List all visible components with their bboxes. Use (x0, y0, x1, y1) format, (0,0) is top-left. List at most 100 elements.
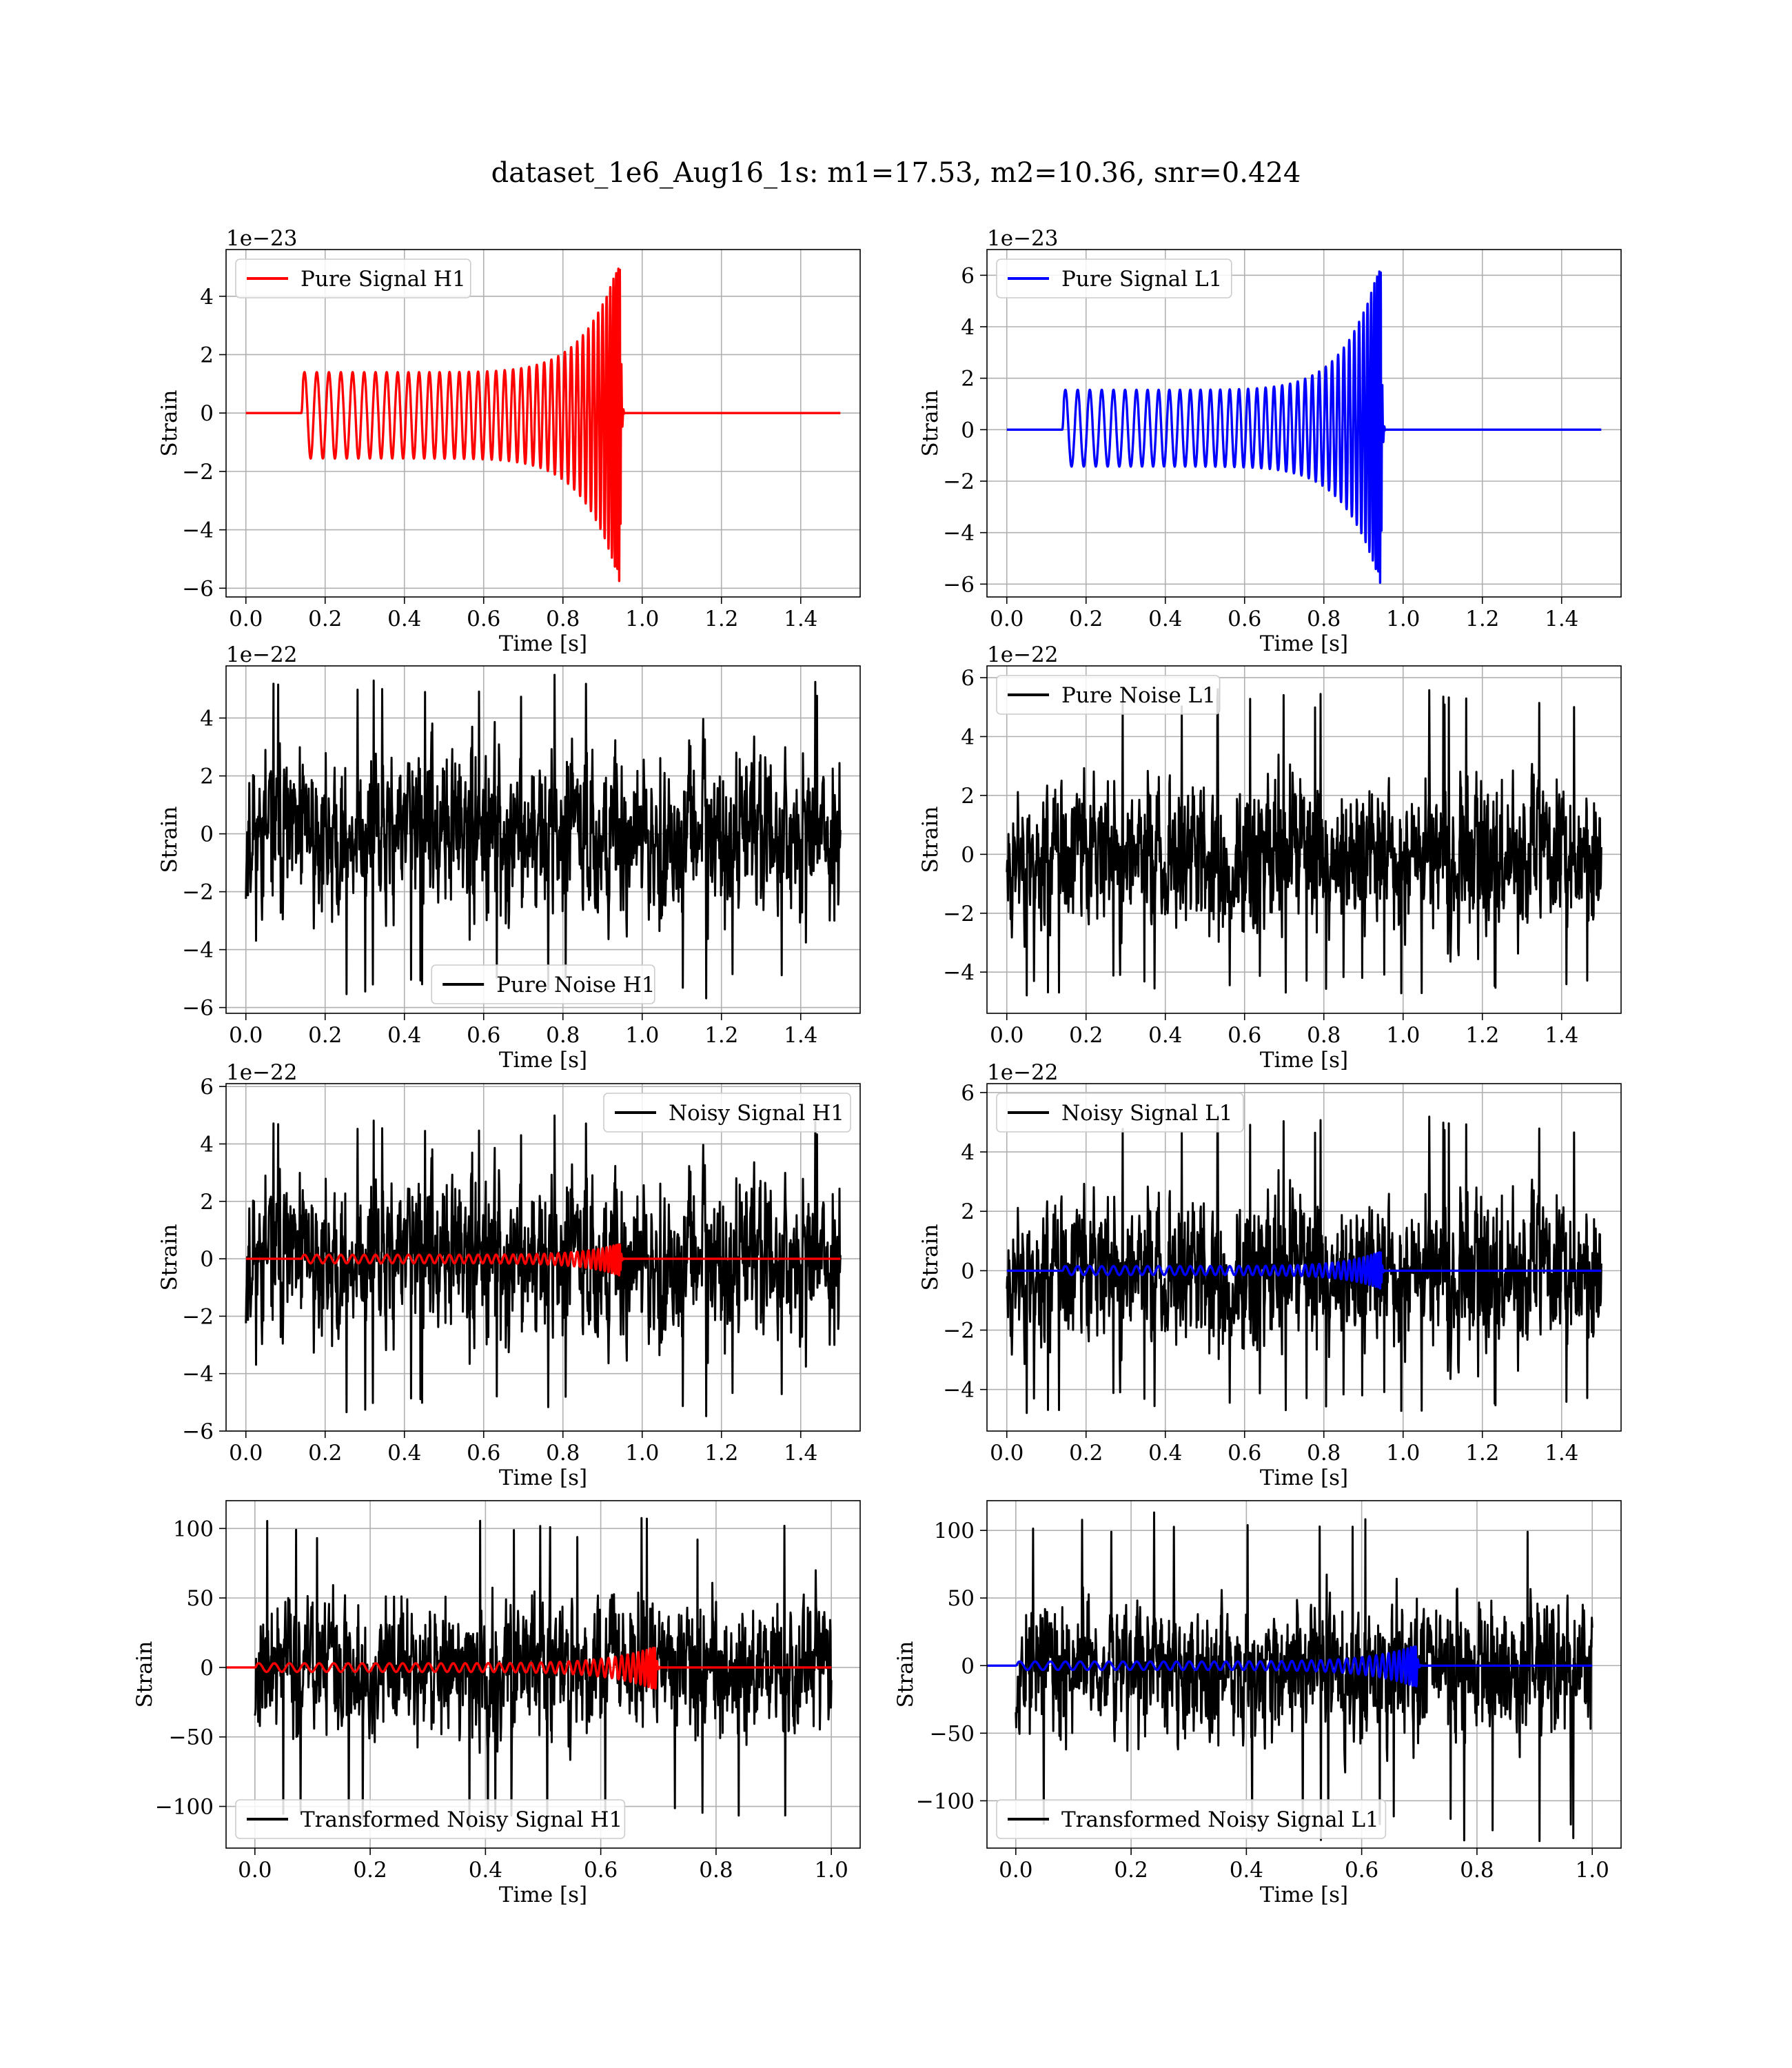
x-tick-label: 1.0 (1386, 1441, 1420, 1466)
y-tick-label: 4 (961, 725, 975, 750)
x-tick-label: 0.0 (999, 1858, 1032, 1883)
x-tick-label: 1.2 (1465, 1023, 1499, 1048)
y-tick-label: 4 (200, 1132, 214, 1157)
x-tick-label: 0.2 (1069, 1441, 1103, 1466)
x-tick-label: 0.0 (229, 607, 263, 631)
plot-area (1006, 688, 1602, 997)
x-tick-label: 0.0 (238, 1858, 272, 1883)
y-tick-label: 0 (961, 1259, 975, 1284)
x-tick-label: 1.0 (1386, 1023, 1420, 1048)
x-axis-label: Time [s] (1260, 1466, 1348, 1490)
legend: Pure Signal H1 (235, 258, 471, 298)
x-tick-label: 0.6 (467, 1441, 500, 1466)
y-tick-label: 2 (200, 1190, 214, 1215)
plot-area (987, 1511, 1594, 1843)
x-tick-label: 0.6 (584, 1858, 618, 1883)
series-line-1 (254, 1517, 833, 1831)
figure-title: dataset_1e6_Aug16_1s: m1=17.53, m2=10.36… (491, 157, 1301, 189)
x-tick-label: 1.0 (625, 1441, 659, 1466)
x-tick-label: 1.2 (1465, 1441, 1499, 1466)
y-tick-label: −2 (943, 469, 975, 494)
x-tick-label: 0.8 (1307, 1023, 1341, 1048)
x-tick-label: 0.2 (1114, 1858, 1148, 1883)
legend: Pure Noise H1 (431, 964, 655, 1004)
plot-area (245, 1114, 842, 1417)
y-tick-label: 6 (200, 1075, 214, 1099)
x-tick-label: 1.4 (784, 1441, 817, 1466)
x-tick-label: 1.4 (1545, 607, 1578, 631)
y-tick-label: 2 (200, 343, 214, 367)
x-tick-label: 1.2 (1465, 607, 1499, 631)
axes-frame (986, 1083, 1622, 1432)
axes-frame (986, 1500, 1622, 1849)
y-axis-label: Strain (132, 1641, 157, 1708)
legend-box (996, 1799, 1387, 1839)
x-tick-label: 0.2 (353, 1858, 387, 1883)
x-tick-label: 0.2 (308, 607, 342, 631)
legend-box (603, 1093, 851, 1133)
x-tick-label: 0.6 (1228, 607, 1261, 631)
subplot-pure-noise-h1: 0.0 0.2 0.4 0.6 0.8 1.0 1.2 1.4 −6 −4 −2 0 2 4 Time [s… (157, 642, 861, 1073)
y-tick-label: 4 (961, 1140, 975, 1165)
y-tick-label: 2 (961, 784, 975, 809)
y-tick-label: −4 (943, 521, 975, 546)
y-tick-label: −50 (930, 1721, 975, 1746)
subplot-noisy-signal-l1: 0.0 0.2 0.4 0.6 0.8 1.0 1.2 1.4 −4 −2 0 2 4 6 Time [s]… (918, 1060, 1622, 1490)
axes-frame (225, 665, 861, 1014)
x-tick-label: 0.6 (467, 607, 500, 631)
x-axis-label: Time [s] (499, 1466, 587, 1490)
legend-box (235, 1799, 626, 1839)
axes-frame (986, 249, 1622, 598)
x-tick-label: 0.8 (546, 1023, 580, 1048)
y-tick-label: −4 (182, 518, 214, 543)
x-tick-label: 1.4 (784, 1023, 817, 1048)
plot-area (1006, 1114, 1602, 1415)
legend-label: Transformed Noisy Signal L1 (1061, 1807, 1379, 1832)
series-line-2 (226, 1646, 833, 1690)
x-tick-label: 0.2 (308, 1441, 342, 1466)
subplot-noisy-signal-h1: 0.0 0.2 0.4 0.6 0.8 1.0 1.2 1.4 −6 −4 −2 0 2 4 6 Time [… (157, 1060, 861, 1490)
y-tick-label: −4 (182, 938, 214, 963)
y-tick-label: 6 (961, 666, 975, 691)
x-tick-label: 0.8 (1307, 1441, 1341, 1466)
y-tick-label: −2 (182, 880, 214, 905)
x-axis-label: Time [s] (499, 1883, 587, 1907)
legend-label: Noisy Signal L1 (1061, 1101, 1233, 1126)
x-tick-label: 1.2 (704, 607, 738, 631)
series-line-1 (1006, 688, 1602, 997)
series-line-1 (1015, 1511, 1594, 1843)
x-tick-label: 0.6 (1345, 1858, 1378, 1883)
y-tick-label: 100 (934, 1519, 975, 1543)
y-tick-label: −2 (943, 902, 975, 926)
y-offset-text: 1e−23 (226, 226, 298, 251)
x-tick-label: 0.6 (467, 1023, 500, 1048)
x-tick-label: 1.4 (1545, 1441, 1578, 1466)
y-tick-label: −100 (916, 1789, 975, 1814)
subplot-pure-signal-l1: 0.0 0.2 0.4 0.6 0.8 1.0 1.2 1.4 −6 −4 −2 0 2 4 6 Time [… (918, 226, 1622, 656)
y-tick-label: −6 (182, 576, 214, 601)
axes-frame (225, 1500, 861, 1849)
series-line-1 (1006, 1114, 1602, 1415)
x-tick-label: 0.8 (546, 1441, 580, 1466)
x-tick-label: 1.2 (704, 1023, 738, 1048)
y-tick-label: 0 (200, 1247, 214, 1272)
y-tick-label: −6 (943, 572, 975, 597)
subplot-pure-signal-h1: 0.0 0.2 0.4 0.6 0.8 1.0 1.2 1.4 −6 −4 −2 0 2 4 Time [s… (157, 226, 861, 656)
x-tick-label: 0.4 (469, 1858, 502, 1883)
y-tick-label: 0 (200, 1656, 214, 1681)
y-offset-text: 1e−22 (987, 1060, 1059, 1085)
x-axis-label: Time [s] (1260, 1883, 1348, 1907)
subplot-pure-noise-l1: 0.0 0.2 0.4 0.6 0.8 1.0 1.2 1.4 −4 −2 0 2 4 6 Time [s]… (918, 642, 1622, 1073)
plot-area (1006, 270, 1602, 584)
legend-box (431, 964, 655, 1004)
y-offset-text: 1e−23 (987, 226, 1059, 251)
y-axis-label: Strain (157, 807, 182, 873)
y-tick-label: 50 (187, 1586, 214, 1611)
y-axis-label: Strain (157, 390, 182, 457)
x-tick-label: 0.2 (308, 1023, 342, 1048)
series-line-2 (987, 1645, 1594, 1687)
series-line-1 (245, 1114, 842, 1417)
x-tick-label: 0.4 (387, 1023, 421, 1048)
y-tick-label: 4 (200, 707, 214, 731)
y-axis-label: Strain (157, 1224, 182, 1291)
